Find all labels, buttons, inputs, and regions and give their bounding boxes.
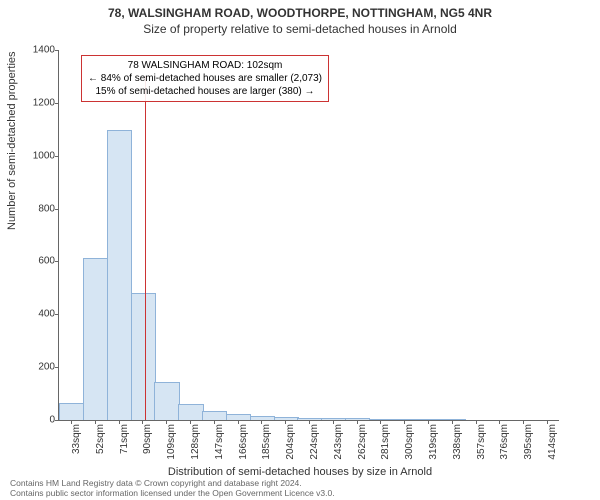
histogram-bar	[416, 419, 441, 420]
x-tick-label: 357sqm	[476, 424, 487, 460]
x-tick-mark	[142, 420, 143, 424]
y-axis-label: Number of semi-detached properties	[6, 51, 18, 230]
annotation-box: 78 WALSINGHAM ROAD: 102sqm← 84% of semi-…	[81, 55, 329, 102]
x-tick-mark	[404, 420, 405, 424]
x-tick-label: 243sqm	[333, 424, 344, 460]
y-tick-mark	[55, 367, 59, 368]
histogram-bar	[131, 293, 156, 420]
x-tick-mark	[214, 420, 215, 424]
y-tick-mark	[55, 103, 59, 104]
footer-line2: Contains public sector information licen…	[10, 488, 335, 498]
footer-line1: Contains HM Land Registry data © Crown c…	[10, 478, 335, 488]
x-tick-label: 109sqm	[166, 424, 177, 460]
x-tick-mark	[285, 420, 286, 424]
x-tick-label: 33sqm	[71, 424, 82, 454]
x-tick-mark	[190, 420, 191, 424]
histogram-bar	[250, 416, 275, 420]
x-tick-mark	[71, 420, 72, 424]
chart-container: 78, WALSINGHAM ROAD, WOODTHORPE, NOTTING…	[0, 0, 600, 500]
histogram-bar	[345, 418, 370, 420]
histogram-bar	[202, 411, 227, 420]
x-tick-mark	[166, 420, 167, 424]
histogram-bar	[297, 418, 322, 420]
x-tick-mark	[119, 420, 120, 424]
y-tick-label: 200	[25, 362, 59, 373]
y-tick-label: 1400	[25, 45, 59, 56]
y-tick-label: 400	[25, 309, 59, 320]
y-tick-mark	[55, 50, 59, 51]
x-tick-mark	[357, 420, 358, 424]
x-tick-mark	[476, 420, 477, 424]
x-tick-label: 319sqm	[428, 424, 439, 460]
x-tick-label: 71sqm	[119, 424, 130, 454]
annotation-line3: 15% of semi-detached houses are larger (…	[88, 85, 322, 98]
y-tick-label: 1200	[25, 97, 59, 108]
x-tick-mark	[333, 420, 334, 424]
x-tick-mark	[499, 420, 500, 424]
x-tick-label: 300sqm	[404, 424, 415, 460]
y-tick-mark	[55, 209, 59, 210]
x-tick-label: 224sqm	[309, 424, 320, 460]
x-tick-label: 185sqm	[261, 424, 272, 460]
histogram-bar	[154, 382, 179, 420]
x-tick-label: 128sqm	[190, 424, 201, 460]
y-tick-mark	[55, 314, 59, 315]
histogram-bar	[178, 404, 203, 420]
x-tick-label: 414sqm	[547, 424, 558, 460]
property-marker-line	[145, 76, 147, 420]
y-tick-mark	[55, 261, 59, 262]
histogram-bar	[369, 419, 394, 420]
x-tick-label: 147sqm	[214, 424, 225, 460]
x-tick-mark	[428, 420, 429, 424]
x-tick-label: 395sqm	[523, 424, 534, 460]
x-tick-label: 281sqm	[380, 424, 391, 460]
y-tick-label: 1000	[25, 150, 59, 161]
x-tick-mark	[261, 420, 262, 424]
histogram-bar	[440, 419, 465, 420]
x-tick-mark	[380, 420, 381, 424]
title-block: 78, WALSINGHAM ROAD, WOODTHORPE, NOTTING…	[0, 0, 600, 36]
histogram-bar	[83, 258, 108, 420]
footer-attribution: Contains HM Land Registry data © Crown c…	[10, 478, 335, 498]
histogram-bar	[274, 417, 299, 420]
main-title: 78, WALSINGHAM ROAD, WOODTHORPE, NOTTING…	[0, 6, 600, 20]
histogram-bar	[107, 130, 132, 420]
chart-plot-area: 020040060080010001200140033sqm52sqm71sqm…	[58, 50, 559, 421]
x-tick-label: 262sqm	[357, 424, 368, 460]
y-tick-mark	[55, 156, 59, 157]
annotation-line2: ← 84% of semi-detached houses are smalle…	[88, 72, 322, 85]
histogram-bar	[393, 419, 418, 420]
histogram-bar	[59, 403, 84, 420]
x-tick-mark	[547, 420, 548, 424]
sub-title: Size of property relative to semi-detach…	[0, 22, 600, 36]
x-tick-mark	[95, 420, 96, 424]
x-tick-mark	[523, 420, 524, 424]
x-axis-label: Distribution of semi-detached houses by …	[0, 466, 600, 478]
x-tick-label: 166sqm	[238, 424, 249, 460]
y-tick-label: 600	[25, 256, 59, 267]
histogram-bar	[321, 418, 346, 420]
x-tick-label: 376sqm	[499, 424, 510, 460]
x-tick-label: 338sqm	[452, 424, 463, 460]
histogram-bar	[226, 414, 251, 420]
y-tick-mark	[55, 420, 59, 421]
x-tick-label: 90sqm	[142, 424, 153, 454]
y-tick-label: 800	[25, 203, 59, 214]
x-tick-mark	[452, 420, 453, 424]
x-tick-label: 52sqm	[95, 424, 106, 454]
x-tick-mark	[309, 420, 310, 424]
x-tick-mark	[238, 420, 239, 424]
y-tick-label: 0	[25, 415, 59, 426]
annotation-line1: 78 WALSINGHAM ROAD: 102sqm	[88, 59, 322, 72]
x-tick-label: 204sqm	[285, 424, 296, 460]
